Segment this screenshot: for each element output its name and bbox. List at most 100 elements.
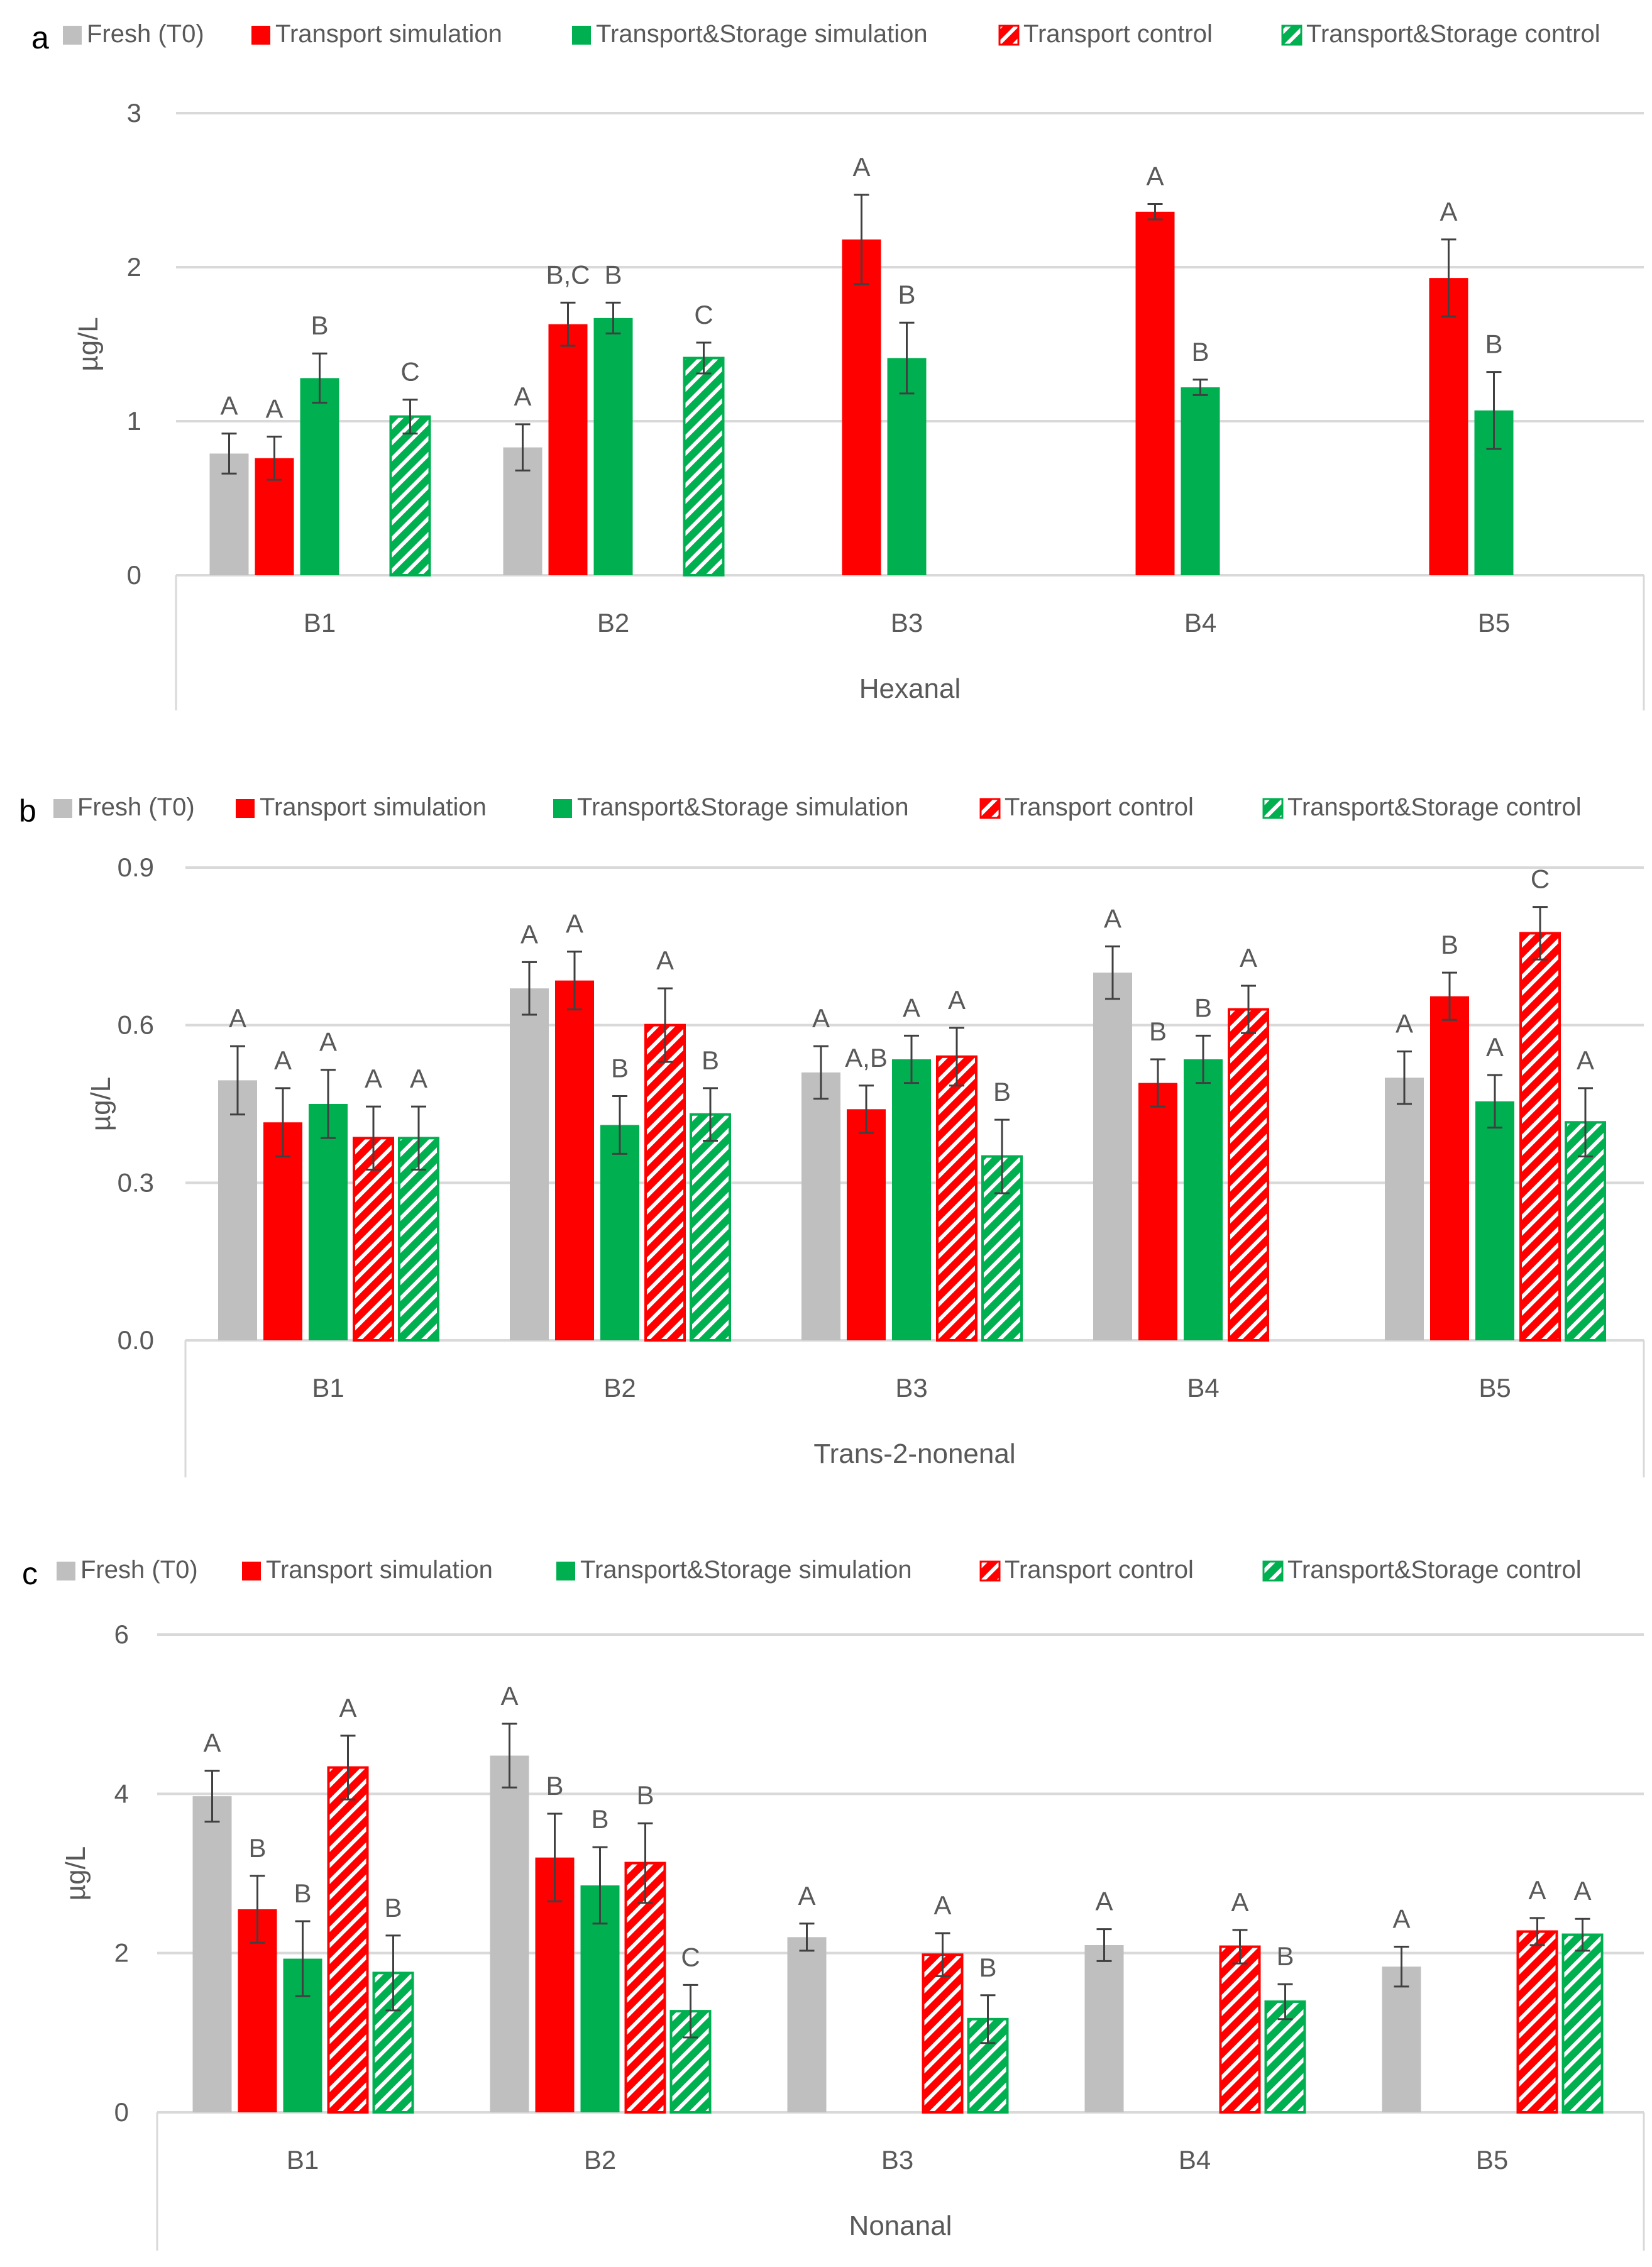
legend-item: Transport control [979, 1556, 1194, 1584]
significance-letter: B [1194, 993, 1212, 1022]
bar-transport-storage-simulation [1475, 1101, 1514, 1340]
significance-letter: B [636, 1780, 654, 1810]
significance-letter: A [220, 391, 238, 421]
significance-letter: A [812, 1003, 830, 1033]
significance-letter: A [903, 993, 920, 1022]
x-tick-label: B1 [312, 1373, 344, 1403]
x-tick-label: B4 [1179, 2145, 1211, 2175]
legend-swatch [242, 1562, 261, 1580]
y-axis-label: µg/L [60, 1846, 91, 1901]
x-tick-label: B4 [1187, 1373, 1219, 1403]
significance-letter: A [339, 1693, 356, 1723]
significance-letter: A [566, 909, 583, 939]
chart-panel-b: b Fresh (T0) Transport simulation Transport… [19, 793, 1645, 1477]
legend-swatch [1281, 25, 1302, 46]
significance-letter: B [384, 1893, 402, 1922]
y-tick-label: 3 [127, 98, 141, 128]
legend-label: Transport&Storage simulation [596, 20, 928, 48]
panel-label: b [19, 793, 36, 829]
legend-item: Transport&Storage control [1262, 793, 1582, 821]
significance-letter: A [274, 1045, 292, 1075]
legend-label: Transport&Storage control [1306, 20, 1600, 48]
legend-item: Transport&Storage control [1262, 1556, 1582, 1584]
legend-item: Transport control [998, 20, 1213, 48]
significance-letter: B [702, 1045, 719, 1075]
x-tick-label: B1 [287, 2145, 319, 2175]
bar-transport-control [1228, 1008, 1269, 1342]
legend-swatch [1262, 1560, 1284, 1582]
legend-item: Transport&Storage simulation [553, 793, 909, 821]
significance-letter: A,B [845, 1043, 888, 1073]
significance-letter: C [681, 1942, 700, 1972]
x-axis-label: Trans-2-nonenal [813, 1438, 1015, 1469]
legend-label: Transport&Storage simulation [580, 1556, 912, 1584]
legend-label: Transport&Storage control [1287, 1556, 1582, 1584]
bar-fresh-t0- [1385, 1078, 1424, 1340]
significance-letter: C [400, 357, 419, 387]
x-tick-label: B2 [597, 608, 629, 637]
legend-item: Fresh (T0) [57, 1556, 198, 1584]
significance-letter: B,C [546, 260, 590, 289]
bar-fresh-t0- [218, 1080, 257, 1340]
legend-item: Transport&Storage simulation [572, 20, 928, 48]
significance-letter: C [1531, 864, 1550, 894]
y-axis-label: µg/L [73, 317, 104, 372]
legend-label: Transport&Storage simulation [577, 793, 909, 821]
y-axis-label: µg/L [85, 1077, 116, 1132]
legend-item: Transport simulation [242, 1556, 493, 1584]
bar-transport-simulation [1430, 996, 1469, 1340]
bar-transport-simulation [842, 239, 881, 575]
bar-fresh-t0- [1093, 973, 1132, 1340]
significance-letter: A [933, 1890, 951, 1920]
bar-fresh-t0- [192, 1796, 232, 2112]
legend-swatch [572, 26, 591, 45]
significance-letter: A [514, 382, 531, 411]
bar-transport-simulation [548, 324, 588, 575]
bar-transport-storage-control [669, 2010, 712, 2114]
legend-label: Transport simulation [275, 20, 502, 48]
significance-letter: B [979, 1953, 996, 1982]
x-axis-label: Hexanal [859, 673, 961, 704]
significance-letter: B [1149, 1017, 1167, 1046]
bar-transport-control [644, 1023, 686, 1342]
y-tick-label: 0.3 [118, 1167, 154, 1197]
legend-item: Transport simulation [251, 20, 502, 48]
x-tick-label: B5 [1478, 608, 1510, 637]
x-tick-label: B3 [891, 608, 923, 637]
chart-panel-a: a Fresh (T0) Transport simulation Transport… [31, 20, 1645, 710]
bar-transport-control [936, 1055, 977, 1342]
x-tick-label: B1 [304, 608, 336, 637]
y-tick-label: 6 [114, 1619, 129, 1649]
bar-fresh-t0- [510, 988, 549, 1340]
x-axis-label: Nonanal [849, 2210, 952, 2241]
y-tick-label: 1 [127, 406, 141, 436]
bar-transport-simulation [555, 980, 594, 1340]
bar-transport-storage-simulation [309, 1104, 348, 1340]
bar-transport-simulation [847, 1109, 886, 1340]
x-tick-label: B4 [1184, 608, 1216, 637]
legend-label: Transport simulation [266, 1556, 493, 1584]
significance-letter: A [1240, 943, 1257, 973]
significance-letter: A [656, 946, 674, 975]
legend-label: Fresh (T0) [80, 1556, 198, 1584]
panel-label: a [31, 20, 49, 55]
significance-letter: A [1528, 1875, 1546, 1905]
y-tick-label: 2 [127, 252, 141, 282]
bar-fresh-t0- [801, 1072, 840, 1340]
legend-label: Transport simulation [260, 793, 487, 821]
bar-transport-storage-control [683, 356, 725, 576]
legend-item: Transport&Storage control [1281, 20, 1600, 48]
significance-letter: B [1276, 1941, 1294, 1971]
legend-label: Transport&Storage control [1287, 793, 1582, 821]
y-tick-label: 0 [114, 2097, 129, 2127]
bar-transport-storage-simulation [892, 1059, 931, 1340]
legend-item: Transport control [979, 793, 1194, 821]
significance-letter: A [1440, 197, 1457, 226]
bar-transport-simulation [1135, 211, 1175, 575]
legend-swatch [251, 26, 270, 45]
significance-letter: A [1104, 903, 1121, 933]
significance-letter: A [410, 1064, 427, 1093]
significance-letter: A [1392, 1904, 1410, 1934]
bar-transport-simulation [1429, 278, 1468, 575]
